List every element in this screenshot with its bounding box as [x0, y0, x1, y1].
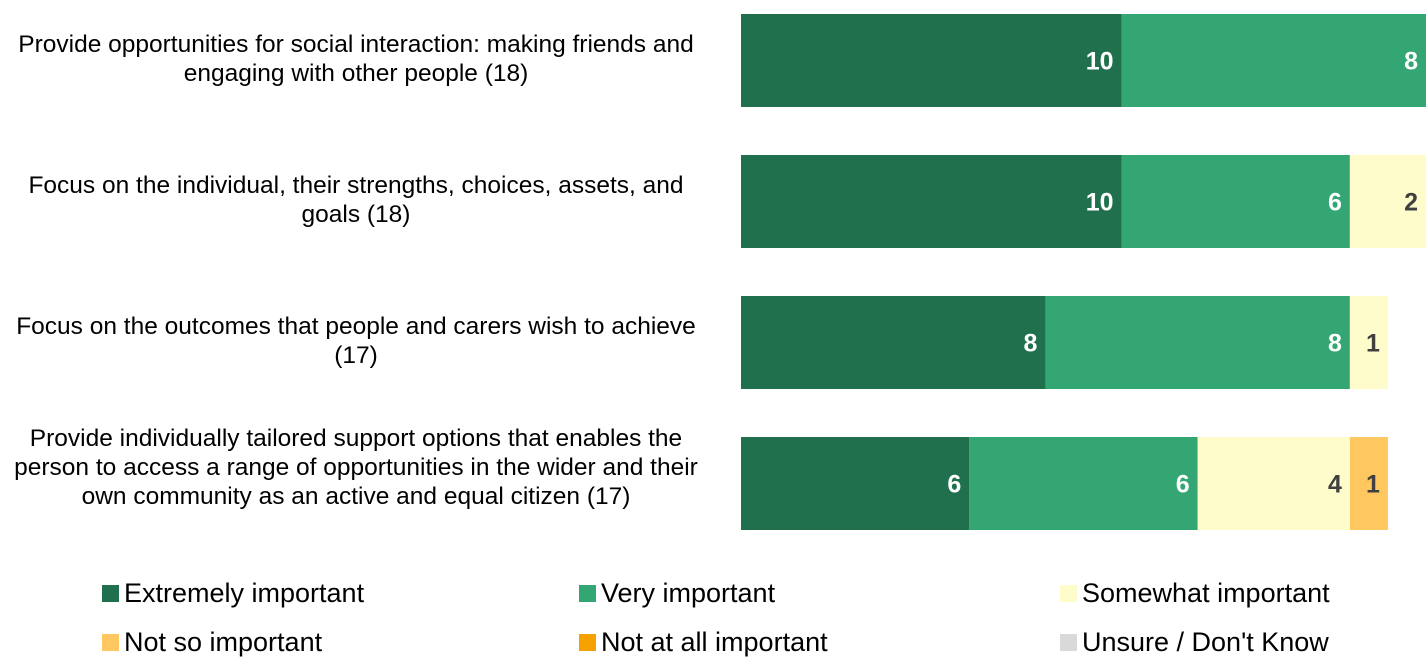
data-label: 10 — [1086, 48, 1114, 76]
bar-segment — [1197, 437, 1350, 530]
bar-segment — [1121, 14, 1426, 107]
data-label: 10 — [1086, 189, 1114, 217]
bar-segment — [1045, 296, 1350, 389]
category-label: Focus on the individual, their strengths… — [28, 172, 684, 228]
data-label: 4 — [1328, 471, 1342, 499]
category-label: Provide individually tailored support op… — [14, 425, 698, 510]
category-label: Focus on the outcomes that people and ca… — [16, 313, 696, 369]
data-label: 6 — [1176, 471, 1190, 499]
bar-segment — [1349, 155, 1426, 248]
bar-segment — [741, 296, 1046, 389]
data-label: 6 — [1328, 189, 1342, 217]
data-label: 6 — [947, 471, 961, 499]
data-label: 8 — [1328, 330, 1342, 358]
bar-segment — [969, 437, 1198, 530]
data-label: 1 — [1366, 330, 1380, 358]
data-label: 8 — [1024, 330, 1038, 358]
bar-segment — [1349, 296, 1388, 389]
bar-segment — [741, 14, 1122, 107]
data-label: 8 — [1404, 48, 1418, 76]
data-label: 1 — [1366, 471, 1380, 499]
category-label: Provide opportunities for social interac… — [18, 31, 694, 87]
bar-segment — [1121, 155, 1350, 248]
bar-segment — [1349, 437, 1388, 530]
bar-segment — [741, 155, 1122, 248]
data-label: 2 — [1404, 189, 1418, 217]
bar-segment — [741, 437, 970, 530]
